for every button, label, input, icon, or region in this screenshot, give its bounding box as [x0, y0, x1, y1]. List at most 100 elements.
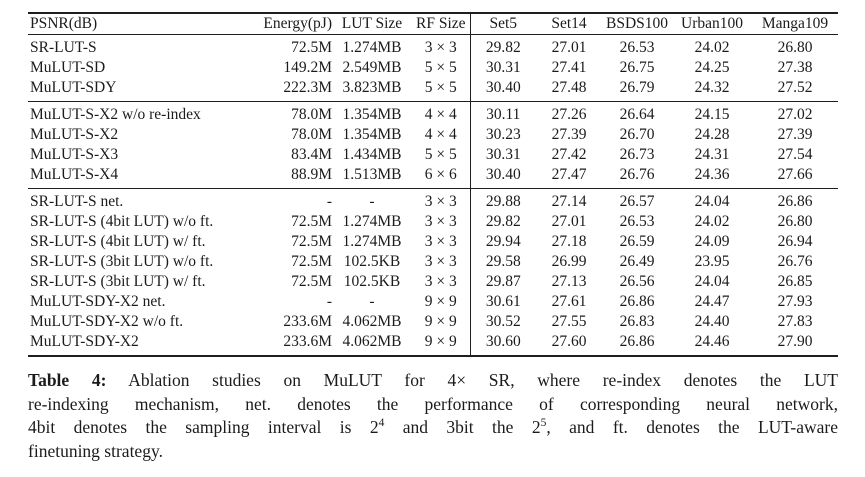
- cell-bsds100: 26.53: [619, 39, 655, 56]
- table-row: SR-LUT-S (3bit LUT) w/ ft. 72.5M 102.5KB 3 …: [28, 272, 838, 292]
- cell-rf-size: 5 × 5: [412, 78, 471, 102]
- col-header-bsds100: BSDS100: [602, 13, 672, 35]
- table-row: MuLUT-S-X3 83.4M 1.434MB 5 × 5 30.31 27.42 26.…: [28, 145, 838, 165]
- cell-set5: 29.94: [485, 233, 521, 250]
- cell-urban100: 24.47: [694, 293, 730, 310]
- cell-bsds100: 26.56: [619, 273, 655, 290]
- cell-set14: 27.47: [551, 166, 587, 183]
- cell-lut-size: 4.062MB: [342, 313, 402, 330]
- table-row: MuLUT-S-X2 w/o re-index 78.0M 1.354MB 4 × 4…: [28, 101, 838, 125]
- table-caption: Table 4: Ablation studies on MuLUT for 4…: [28, 369, 838, 463]
- cell-energy: -: [326, 193, 332, 210]
- cell-bsds100: 26.76: [619, 166, 655, 183]
- cell-set14: 27.41: [551, 59, 587, 76]
- cell-bsds100: 26.70: [619, 126, 655, 143]
- cell-set5: 29.87: [485, 273, 521, 290]
- cell-manga109: 27.52: [777, 79, 813, 96]
- cell-model: SR-LUT-S: [30, 39, 97, 56]
- ablation-results-table: PSNR(dB) Energy(pJ) LUT Size RF Size Set…: [28, 12, 838, 357]
- cell-energy: 233.6M: [283, 313, 332, 330]
- cell-lut-size: 4.062MB: [342, 333, 402, 350]
- cell-rf-size: 3 × 3: [412, 34, 471, 58]
- cell-set5: 30.11: [486, 106, 521, 123]
- cell-lut-size: -: [369, 193, 375, 210]
- cell-urban100: 24.02: [694, 213, 730, 230]
- cell-urban100: 24.28: [694, 126, 730, 143]
- cell-model: MuLUT-SDY-X2: [30, 333, 139, 350]
- cell-model: SR-LUT-S (3bit LUT) w/ ft.: [30, 273, 206, 290]
- cell-energy: -: [326, 293, 332, 310]
- cell-manga109: 27.90: [777, 333, 813, 350]
- cell-energy: 72.5M: [291, 233, 332, 250]
- table-row: MuLUT-S-X2 78.0M 1.354MB 4 × 4 30.23 27.39 26.…: [28, 125, 838, 145]
- cell-lut-size: 1.274MB: [342, 213, 402, 230]
- table-row: SR-LUT-S net. - - 3 × 3 29.88 27.14 26.57 24.04…: [28, 188, 838, 212]
- table-row: SR-LUT-S (4bit LUT) w/o ft. 72.5M 1.274MB 3…: [28, 212, 838, 232]
- table-row: SR-LUT-S (4bit LUT) w/ ft. 72.5M 1.274MB 3 …: [28, 232, 838, 252]
- cell-energy: 78.0M: [291, 106, 332, 123]
- cell-model: MuLUT-S-X2 w/o re-index: [30, 106, 201, 123]
- cell-bsds100: 26.57: [619, 193, 655, 210]
- cell-rf-size: 3 × 3: [412, 232, 471, 252]
- cell-set5: 30.23: [485, 126, 521, 143]
- cell-set5: 30.31: [485, 59, 521, 76]
- cell-energy: 83.4M: [291, 146, 332, 163]
- col-header-manga109: Manga109: [752, 13, 838, 35]
- table-row: SR-LUT-S 72.5M 1.274MB 3 × 3 29.82 27.01 26.53…: [28, 34, 838, 58]
- caption-text: finetuning strategy.: [28, 440, 163, 461]
- cell-manga109: 26.80: [777, 39, 813, 56]
- cell-energy: 72.5M: [291, 253, 332, 270]
- cell-rf-size: 3 × 3: [412, 188, 471, 212]
- caption-text: , and ft. denotes the LUT-aware: [546, 417, 838, 437]
- cell-manga109: 26.76: [777, 253, 813, 270]
- cell-manga109: 27.54: [777, 146, 813, 163]
- cell-lut-size: 3.823MB: [342, 79, 402, 96]
- cell-energy: 149.2M: [283, 59, 332, 76]
- cell-rf-size: 3 × 3: [412, 212, 471, 232]
- cell-rf-size: 5 × 5: [412, 145, 471, 165]
- row-group-1: SR-LUT-S 72.5M 1.274MB 3 × 3 29.82 27.01 26.53…: [28, 34, 838, 102]
- cell-lut-size: 1.274MB: [342, 39, 402, 56]
- cell-urban100: 24.04: [694, 193, 730, 210]
- cell-urban100: 24.46: [694, 333, 730, 350]
- cell-rf-size: 4 × 4: [412, 125, 471, 145]
- cell-model: MuLUT-S-X3: [30, 146, 119, 163]
- cell-rf-size: 3 × 3: [412, 252, 471, 272]
- cell-energy: 233.6M: [283, 333, 332, 350]
- cell-model: SR-LUT-S (4bit LUT) w/o ft.: [30, 213, 214, 230]
- cell-bsds100: 26.73: [619, 146, 655, 163]
- cell-rf-size: 9 × 9: [412, 292, 471, 312]
- cell-lut-size: 2.549MB: [342, 59, 402, 76]
- cell-model: SR-LUT-S net.: [30, 193, 124, 210]
- cell-set14: 27.60: [551, 333, 587, 350]
- cell-rf-size: 5 × 5: [412, 58, 471, 78]
- cell-set14: 27.18: [551, 233, 587, 250]
- cell-energy: 78.0M: [291, 126, 332, 143]
- cell-set5: 29.58: [485, 253, 521, 270]
- cell-manga109: 27.02: [777, 106, 813, 123]
- table-row: MuLUT-SDY 222.3M 3.823MB 5 × 5 30.40 27.48 26.…: [28, 78, 838, 102]
- cell-bsds100: 26.64: [619, 106, 655, 123]
- table-row: MuLUT-SDY-X2 233.6M 4.062MB 9 × 9 30.60 27.60…: [28, 332, 838, 356]
- cell-set14: 26.99: [551, 253, 587, 270]
- cell-urban100: 23.95: [694, 253, 730, 270]
- cell-model: MuLUT-SD: [30, 59, 106, 76]
- table-row: MuLUT-SD 149.2M 2.549MB 5 × 5 30.31 27.41 26.7…: [28, 58, 838, 78]
- cell-bsds100: 26.59: [619, 233, 655, 250]
- cell-set14: 27.39: [551, 126, 587, 143]
- header-row: PSNR(dB) Energy(pJ) LUT Size RF Size Set…: [28, 13, 838, 35]
- cell-manga109: 27.93: [777, 293, 813, 310]
- cell-model: MuLUT-S-X4: [30, 166, 119, 183]
- cell-energy: 72.5M: [291, 213, 332, 230]
- caption-line: 4bit denotes the sampling interval is 24…: [28, 416, 838, 440]
- cell-set5: 30.60: [485, 333, 521, 350]
- cell-bsds100: 26.53: [619, 213, 655, 230]
- row-group-3: SR-LUT-S net. - - 3 × 3 29.88 27.14 26.57 24.04…: [28, 188, 838, 356]
- cell-energy: 88.9M: [291, 166, 332, 183]
- cell-set5: 29.82: [485, 213, 521, 230]
- cell-bsds100: 26.86: [619, 333, 655, 350]
- col-header-set14: Set14: [536, 13, 602, 35]
- cell-bsds100: 26.79: [619, 79, 655, 96]
- cell-lut-size: 1.434MB: [342, 146, 402, 163]
- cell-manga109: 26.80: [777, 213, 813, 230]
